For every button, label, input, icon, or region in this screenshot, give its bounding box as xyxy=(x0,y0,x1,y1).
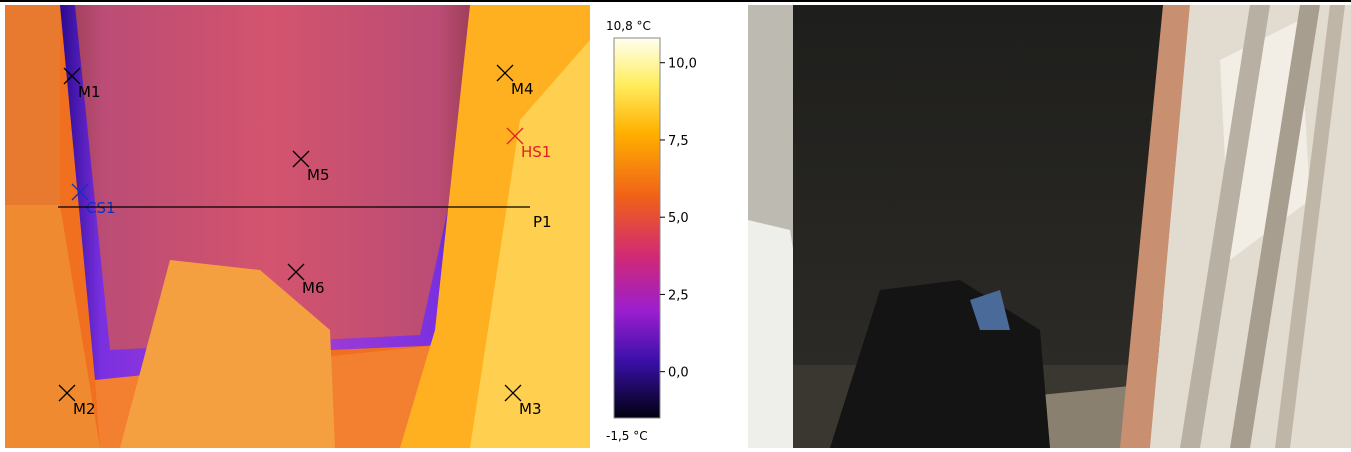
scale-tick-label: 0,0 xyxy=(668,366,689,381)
thermal-image xyxy=(5,5,590,448)
marker-label: M2 xyxy=(73,400,96,418)
marker-label: M3 xyxy=(519,400,542,418)
marker-label: M6 xyxy=(302,279,325,297)
scale-tick-label: 5,0 xyxy=(668,211,689,226)
scale-tick-label: 7,5 xyxy=(668,134,689,149)
marker-label: CS1 xyxy=(86,199,116,217)
marker-cross xyxy=(504,384,522,402)
marker-cross xyxy=(71,183,89,201)
scale-ticks: 10,0 7,5 5,0 2,5 0,0 xyxy=(660,57,697,381)
profile-label: P1 xyxy=(533,213,552,231)
scale-min: -1,5 °C xyxy=(606,429,648,443)
color-scale xyxy=(613,37,661,419)
scale-tick-label: 10,0 xyxy=(668,57,697,72)
marker-cross xyxy=(58,384,76,402)
marker-cross xyxy=(287,263,305,281)
marker-cross xyxy=(496,64,514,82)
marker-label: M4 xyxy=(511,80,534,98)
markers: M1 M4 HS1 M5 CS1 M6 M2 M3 xyxy=(58,64,551,418)
scale-max: 10,8 °C xyxy=(606,19,651,33)
marker-label: M1 xyxy=(78,83,101,101)
marker-cross xyxy=(292,150,310,168)
marker-cross xyxy=(63,67,81,85)
marker-label: M5 xyxy=(307,166,330,184)
marker-label: HS1 xyxy=(521,143,551,161)
scale-tick-label: 2,5 xyxy=(668,288,689,303)
photo xyxy=(748,5,1351,448)
marker-cross xyxy=(506,127,524,145)
